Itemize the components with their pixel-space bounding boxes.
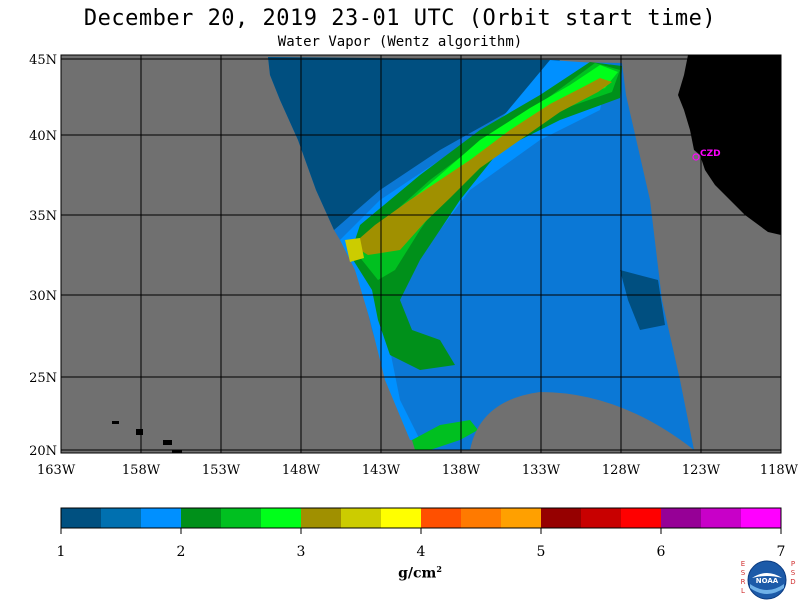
longitude-label: 143W bbox=[362, 463, 401, 478]
swath-yellow bbox=[345, 238, 364, 262]
longitude-labels: 163W 158W 153W 148W 143W 138W 133W 128W 123W 118W bbox=[37, 463, 799, 478]
station-marker bbox=[692, 153, 700, 161]
swath-south-dark bbox=[620, 270, 665, 330]
colorbar-swatch bbox=[301, 508, 342, 528]
longitude-label: 128W bbox=[602, 463, 641, 478]
orbit-gap bbox=[470, 392, 694, 450]
colorbar-tick-label: 2 bbox=[176, 544, 186, 560]
station-label: CZD bbox=[700, 149, 721, 159]
colorbar-tick-label: 1 bbox=[56, 544, 66, 560]
colorbar-swatch bbox=[61, 508, 102, 528]
colorbar-swatch bbox=[421, 508, 462, 528]
latitude-label: 25N bbox=[29, 371, 57, 386]
colorbar-units: g/cm2 bbox=[398, 564, 442, 582]
colorbar-swatch bbox=[381, 508, 422, 528]
swath-olive bbox=[352, 78, 612, 255]
longitude-label: 138W bbox=[442, 463, 481, 478]
latitude-label: 35N bbox=[29, 209, 57, 224]
longitude-label: 133W bbox=[522, 463, 561, 478]
colorbar-swatch bbox=[341, 508, 382, 528]
colorbar-tick-label: 6 bbox=[656, 544, 666, 560]
colorbar-swatch bbox=[581, 508, 622, 528]
map-panel: CZD bbox=[60, 54, 782, 454]
swath-data bbox=[268, 57, 694, 450]
longitude-label: 123W bbox=[682, 463, 721, 478]
longitude-label: 148W bbox=[282, 463, 321, 478]
colorbar-swatch bbox=[181, 508, 222, 528]
colorbar-swatch bbox=[621, 508, 662, 528]
colorbar bbox=[60, 507, 782, 534]
colorbar-swatch bbox=[261, 508, 302, 528]
swath-north-dark bbox=[268, 57, 560, 230]
latitude-label: 30N bbox=[29, 289, 57, 304]
noaa-logo-bird bbox=[752, 573, 782, 578]
longitude-label: 158W bbox=[122, 463, 161, 478]
latitude-label: 20N bbox=[29, 444, 57, 459]
hawaii-island-2 bbox=[136, 429, 143, 435]
hawaii-island-4 bbox=[172, 450, 182, 453]
page-title: December 20, 2019 23-01 UTC (Orbit start… bbox=[83, 6, 717, 31]
longitude-label: 163W bbox=[37, 463, 76, 478]
colorbar-swatch bbox=[661, 508, 702, 528]
colorbar-swatch bbox=[101, 508, 142, 528]
colorbar-tick-label: 4 bbox=[416, 544, 426, 560]
latitude-label: 40N bbox=[29, 129, 57, 144]
latitude-label: 45N bbox=[29, 53, 57, 68]
hawaii-island-1 bbox=[112, 421, 119, 424]
longitude-label: 118W bbox=[760, 463, 799, 478]
colorbar-tick-label: 7 bbox=[776, 544, 786, 560]
noaa-logo-wave bbox=[750, 584, 784, 594]
colorbar-swatch bbox=[501, 508, 542, 528]
colorbar-swatch bbox=[541, 508, 582, 528]
latitude-labels: 45N 40N 35N 30N 25N 20N bbox=[29, 53, 57, 459]
colorbar-swatch bbox=[741, 508, 782, 528]
page-subtitle: Water Vapor (Wentz algorithm) bbox=[277, 34, 523, 50]
colorbar-swatch bbox=[461, 508, 502, 528]
colorbar-swatch bbox=[221, 508, 262, 528]
colorbar-swatch bbox=[701, 508, 742, 528]
colorbar-swatch bbox=[141, 508, 182, 528]
land bbox=[112, 55, 781, 453]
colorbar-tick-label: 5 bbox=[536, 544, 546, 560]
north-america-coast bbox=[678, 55, 781, 235]
hawaii-island-3 bbox=[163, 440, 172, 445]
colorbar-tick-label: 3 bbox=[296, 544, 306, 560]
noaa-logo-text: NOAA bbox=[756, 577, 779, 585]
map-border bbox=[60, 54, 782, 454]
longitude-label: 153W bbox=[202, 463, 241, 478]
